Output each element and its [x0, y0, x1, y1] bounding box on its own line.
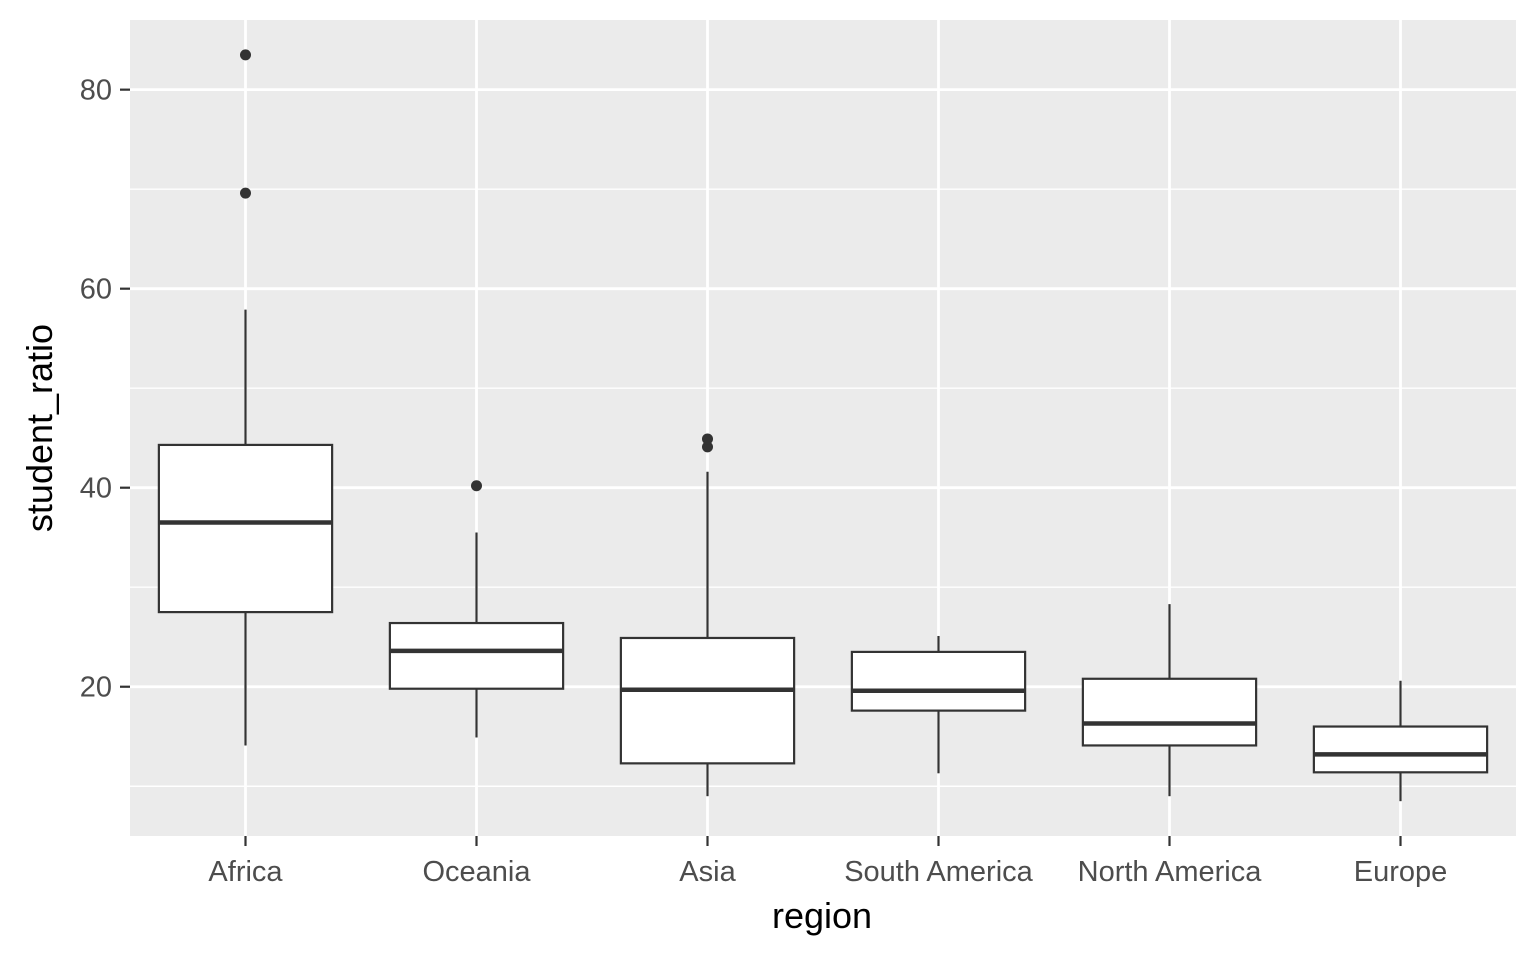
axis-ticks: [120, 88, 1402, 846]
box-europe: [1312, 680, 1489, 802]
x-tick-label: Oceania: [422, 856, 531, 888]
box-iqr: [388, 621, 565, 690]
y-axis-title: student_ratio: [19, 324, 60, 532]
x-tick-label: Africa: [208, 856, 283, 888]
box-iqr: [850, 650, 1027, 712]
x-axis-title: region: [772, 895, 872, 936]
box-asia: [619, 433, 796, 797]
outlier-point: [702, 441, 713, 453]
box-iqr: [157, 443, 334, 614]
y-tick-label: 80: [80, 75, 112, 107]
x-tick-label: Asia: [679, 856, 736, 888]
boxes: [157, 49, 1489, 802]
outlier-point: [240, 187, 251, 199]
box-iqr: [619, 636, 796, 765]
box-south-america: [850, 635, 1027, 774]
x-tick-label: South America: [844, 856, 1033, 888]
outlier-point: [702, 433, 713, 445]
y-tick-label: 60: [80, 274, 112, 306]
box-iqr: [1081, 677, 1258, 747]
box-north-america: [1081, 604, 1258, 797]
outlier-point: [471, 480, 482, 492]
y-tick-label: 40: [80, 473, 112, 505]
plot-panel: [130, 20, 1516, 836]
y-tick-labels: 20 40 60 80: [80, 75, 112, 704]
y-tick-label: 20: [80, 672, 112, 704]
box-iqr: [1312, 725, 1489, 774]
x-tick-labels: Africa Oceania Asia South America North Amer…: [208, 856, 1447, 888]
box-oceania: [388, 480, 565, 738]
grid-minor: [130, 188, 1516, 787]
box-africa: [157, 49, 334, 746]
outlier-point: [240, 49, 251, 61]
x-tick-label: Europe: [1354, 856, 1448, 888]
x-tick-label: North America: [1078, 856, 1263, 888]
